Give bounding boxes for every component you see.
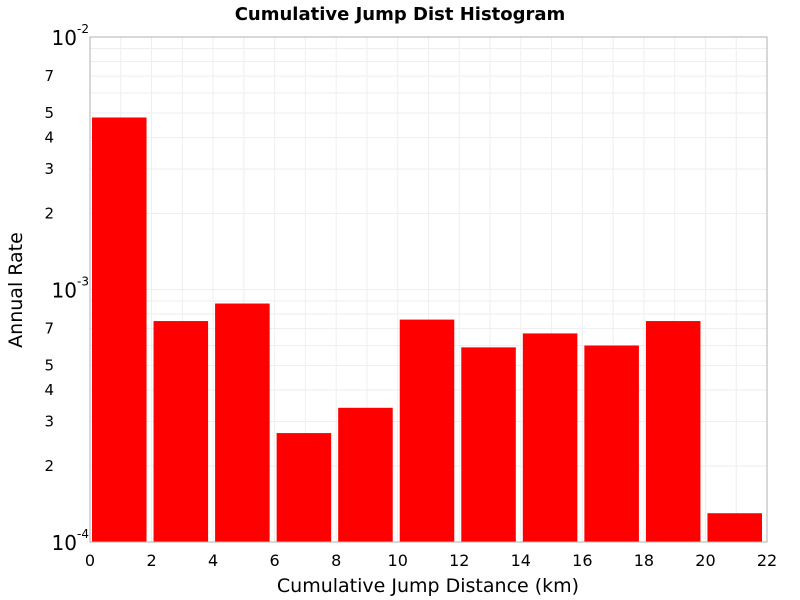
y-minor-tick-label: 2 [44, 204, 54, 222]
y-axis-label: Annual Rate [5, 232, 27, 348]
y-minor-tick-label: 4 [44, 381, 54, 399]
histogram-bar [92, 117, 147, 543]
y-minor-tick-label: 2 [44, 457, 54, 475]
y-minor-tick-label: 5 [44, 357, 54, 375]
x-tick-label: 4 [208, 551, 218, 570]
histogram-bar [215, 303, 270, 542]
x-tick-label: 10 [388, 551, 408, 570]
y-minor-tick-label: 7 [44, 67, 54, 85]
y-major-tick-exponent: -4 [77, 527, 89, 541]
x-tick-label: 16 [572, 551, 592, 570]
y-minor-tick-label: 7 [44, 320, 54, 338]
x-tick-label: 0 [85, 551, 95, 570]
x-tick-label: 22 [757, 551, 777, 570]
histogram-bar [276, 433, 332, 542]
y-major-tick-exponent: -2 [77, 22, 89, 36]
chart-title: Cumulative Jump Dist Histogram [235, 4, 566, 25]
plot-frame [89, 36, 768, 543]
x-tick-label: 12 [449, 551, 469, 570]
y-minor-tick-label: 4 [44, 128, 54, 146]
y-major-tick-exponent: -3 [77, 275, 89, 289]
histogram-bar [584, 345, 639, 542]
histogram-bar [461, 347, 516, 542]
x-tick-label: 18 [634, 551, 654, 570]
x-axis-label: Cumulative Jump Distance (km) [277, 575, 579, 597]
bars [92, 117, 762, 543]
histogram-bar [338, 407, 393, 542]
y-major-tick-label: 10 [52, 531, 77, 555]
x-tick-label: 6 [270, 551, 280, 570]
y-minor-tick-label: 3 [44, 413, 54, 431]
x-tick-label: 14 [511, 551, 531, 570]
histogram-bar [707, 513, 762, 542]
y-minor-tick-label: 3 [44, 160, 54, 178]
x-tick-label: 8 [331, 551, 341, 570]
histogram-bar [522, 333, 578, 542]
x-axis-ticks: 0 2 4 6 8 10 12 14 16 18 20 22 [85, 551, 777, 570]
x-tick-label: 2 [146, 551, 156, 570]
y-minor-tick-label: 5 [44, 104, 54, 122]
histogram-bar [399, 319, 455, 542]
histogram-bar [645, 321, 701, 542]
x-tick-label: 20 [695, 551, 715, 570]
histogram-bar [153, 321, 209, 542]
y-major-tick-label: 10 [52, 279, 77, 303]
y-major-tick-label: 10 [52, 26, 77, 50]
